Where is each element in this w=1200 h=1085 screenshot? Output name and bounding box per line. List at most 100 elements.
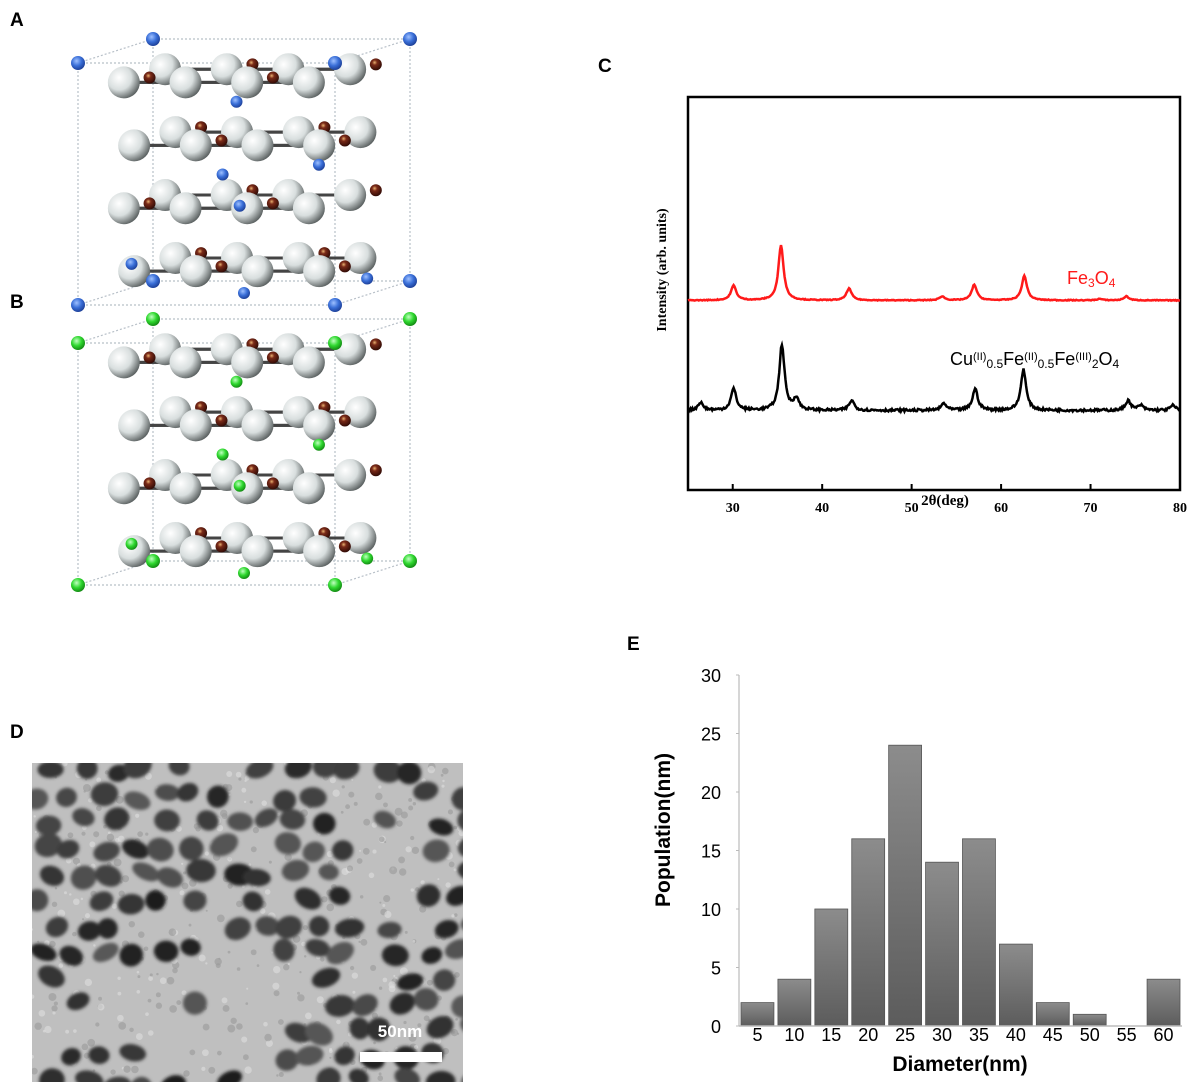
tem-noise xyxy=(81,1043,89,1051)
nanoparticle xyxy=(377,921,402,939)
tem-noise xyxy=(410,835,415,841)
label-part: 4 xyxy=(1113,357,1120,371)
tem-noise xyxy=(408,805,414,811)
nanoparticle xyxy=(145,890,166,911)
unit-cell-edge xyxy=(334,560,411,586)
nanoparticle xyxy=(325,994,355,1017)
oxygen-atom xyxy=(179,129,212,162)
nanoparticle xyxy=(294,887,322,910)
nanoparticle xyxy=(451,995,463,1018)
oxygen-atom xyxy=(107,472,140,505)
tetrahedral-atom xyxy=(125,537,138,550)
tem-noise xyxy=(147,1030,154,1036)
tetrahedral-atom xyxy=(216,168,229,181)
nanoparticle xyxy=(434,919,459,939)
tem-noise xyxy=(408,1033,417,1042)
nanoparticle xyxy=(183,890,207,912)
tem-image: 50nm xyxy=(32,763,463,1082)
oxygen-atom xyxy=(303,255,336,288)
tem-noise xyxy=(241,1036,248,1043)
tem-noise xyxy=(82,825,87,831)
xrd-x-tick-label: 50 xyxy=(905,501,919,516)
tem-noise xyxy=(159,977,167,985)
tem-noise xyxy=(89,841,96,848)
label-part: Fe xyxy=(1003,349,1024,369)
tem-noise xyxy=(250,846,257,853)
nanoparticle xyxy=(32,788,49,810)
tem-noise xyxy=(155,992,161,998)
tem-noise xyxy=(363,818,371,826)
hist-bar-15 xyxy=(814,908,849,1027)
nanoparticle xyxy=(281,859,310,881)
nanoparticle xyxy=(56,787,77,807)
tem-noise xyxy=(349,965,355,971)
tem-noise xyxy=(69,893,72,896)
tem-noise xyxy=(340,810,344,814)
corner-atom xyxy=(328,298,342,312)
tem-noise xyxy=(393,974,396,977)
tem-noise xyxy=(189,879,197,887)
tetrahedral-atom xyxy=(312,438,325,451)
nanoparticle xyxy=(168,763,190,776)
metal-atom xyxy=(266,197,279,210)
metal-atom xyxy=(338,134,351,147)
tem-noise xyxy=(169,1005,177,1013)
nanoparticle xyxy=(302,841,326,863)
nanoparticle xyxy=(88,1046,110,1064)
tem-noise xyxy=(84,978,93,987)
nanoparticle xyxy=(97,918,118,939)
tem-noise xyxy=(202,1023,210,1031)
nanoparticle xyxy=(318,863,339,881)
oxygen-atom xyxy=(334,459,367,492)
tem-noise xyxy=(415,887,420,892)
tem-noise xyxy=(405,846,412,853)
tem-noise xyxy=(218,957,221,960)
nanoparticle xyxy=(132,862,160,882)
oxygen-atom xyxy=(303,129,336,162)
corner-atom xyxy=(328,56,342,70)
tem-noise xyxy=(228,793,231,797)
corner-atom xyxy=(146,32,160,46)
tem-noise xyxy=(396,820,403,827)
tem-noise xyxy=(149,973,153,977)
nanoparticle xyxy=(304,1022,333,1046)
tem-noise xyxy=(220,809,228,818)
hist-y-tick-label: 20 xyxy=(701,783,721,803)
tem-noise xyxy=(110,1069,116,1075)
nanoparticle xyxy=(326,941,354,965)
label-part: 3 xyxy=(1088,276,1095,290)
tem-noise xyxy=(382,903,386,907)
tem-noise xyxy=(360,938,368,946)
tem-noise xyxy=(242,1054,249,1061)
label-part: (III) xyxy=(1075,351,1092,363)
label-part: Fe xyxy=(1067,268,1088,288)
tem-noise xyxy=(208,1066,216,1074)
tem-noise xyxy=(329,777,336,784)
nanoparticle xyxy=(373,810,396,829)
tem-noise xyxy=(136,989,141,994)
tem-noise xyxy=(371,1012,378,1019)
tem-noise xyxy=(411,846,420,855)
tem-noise xyxy=(176,1000,182,1006)
tem-noise xyxy=(51,901,58,907)
hist-y-label: Population(nm) xyxy=(652,753,675,907)
tem-noise xyxy=(92,1069,96,1072)
tem-noise xyxy=(370,964,377,971)
tem-noise xyxy=(77,863,81,868)
nanoparticle xyxy=(311,967,341,988)
tem-noise xyxy=(263,1021,268,1027)
tem-noise xyxy=(214,958,222,966)
oxygen-atom xyxy=(344,116,377,149)
label-part: O xyxy=(1099,349,1113,369)
metal-atom xyxy=(215,134,228,147)
tem-noise xyxy=(216,914,225,923)
hist-bar-60 xyxy=(1146,978,1181,1027)
hist-x-tick-label: 10 xyxy=(784,1025,804,1045)
tem-noise xyxy=(72,931,77,937)
tetrahedral-atom xyxy=(238,567,250,579)
nanoparticle xyxy=(66,992,90,1011)
nanoparticle xyxy=(156,867,183,888)
tem-noise xyxy=(32,1054,34,1059)
corner-atom xyxy=(71,56,85,70)
